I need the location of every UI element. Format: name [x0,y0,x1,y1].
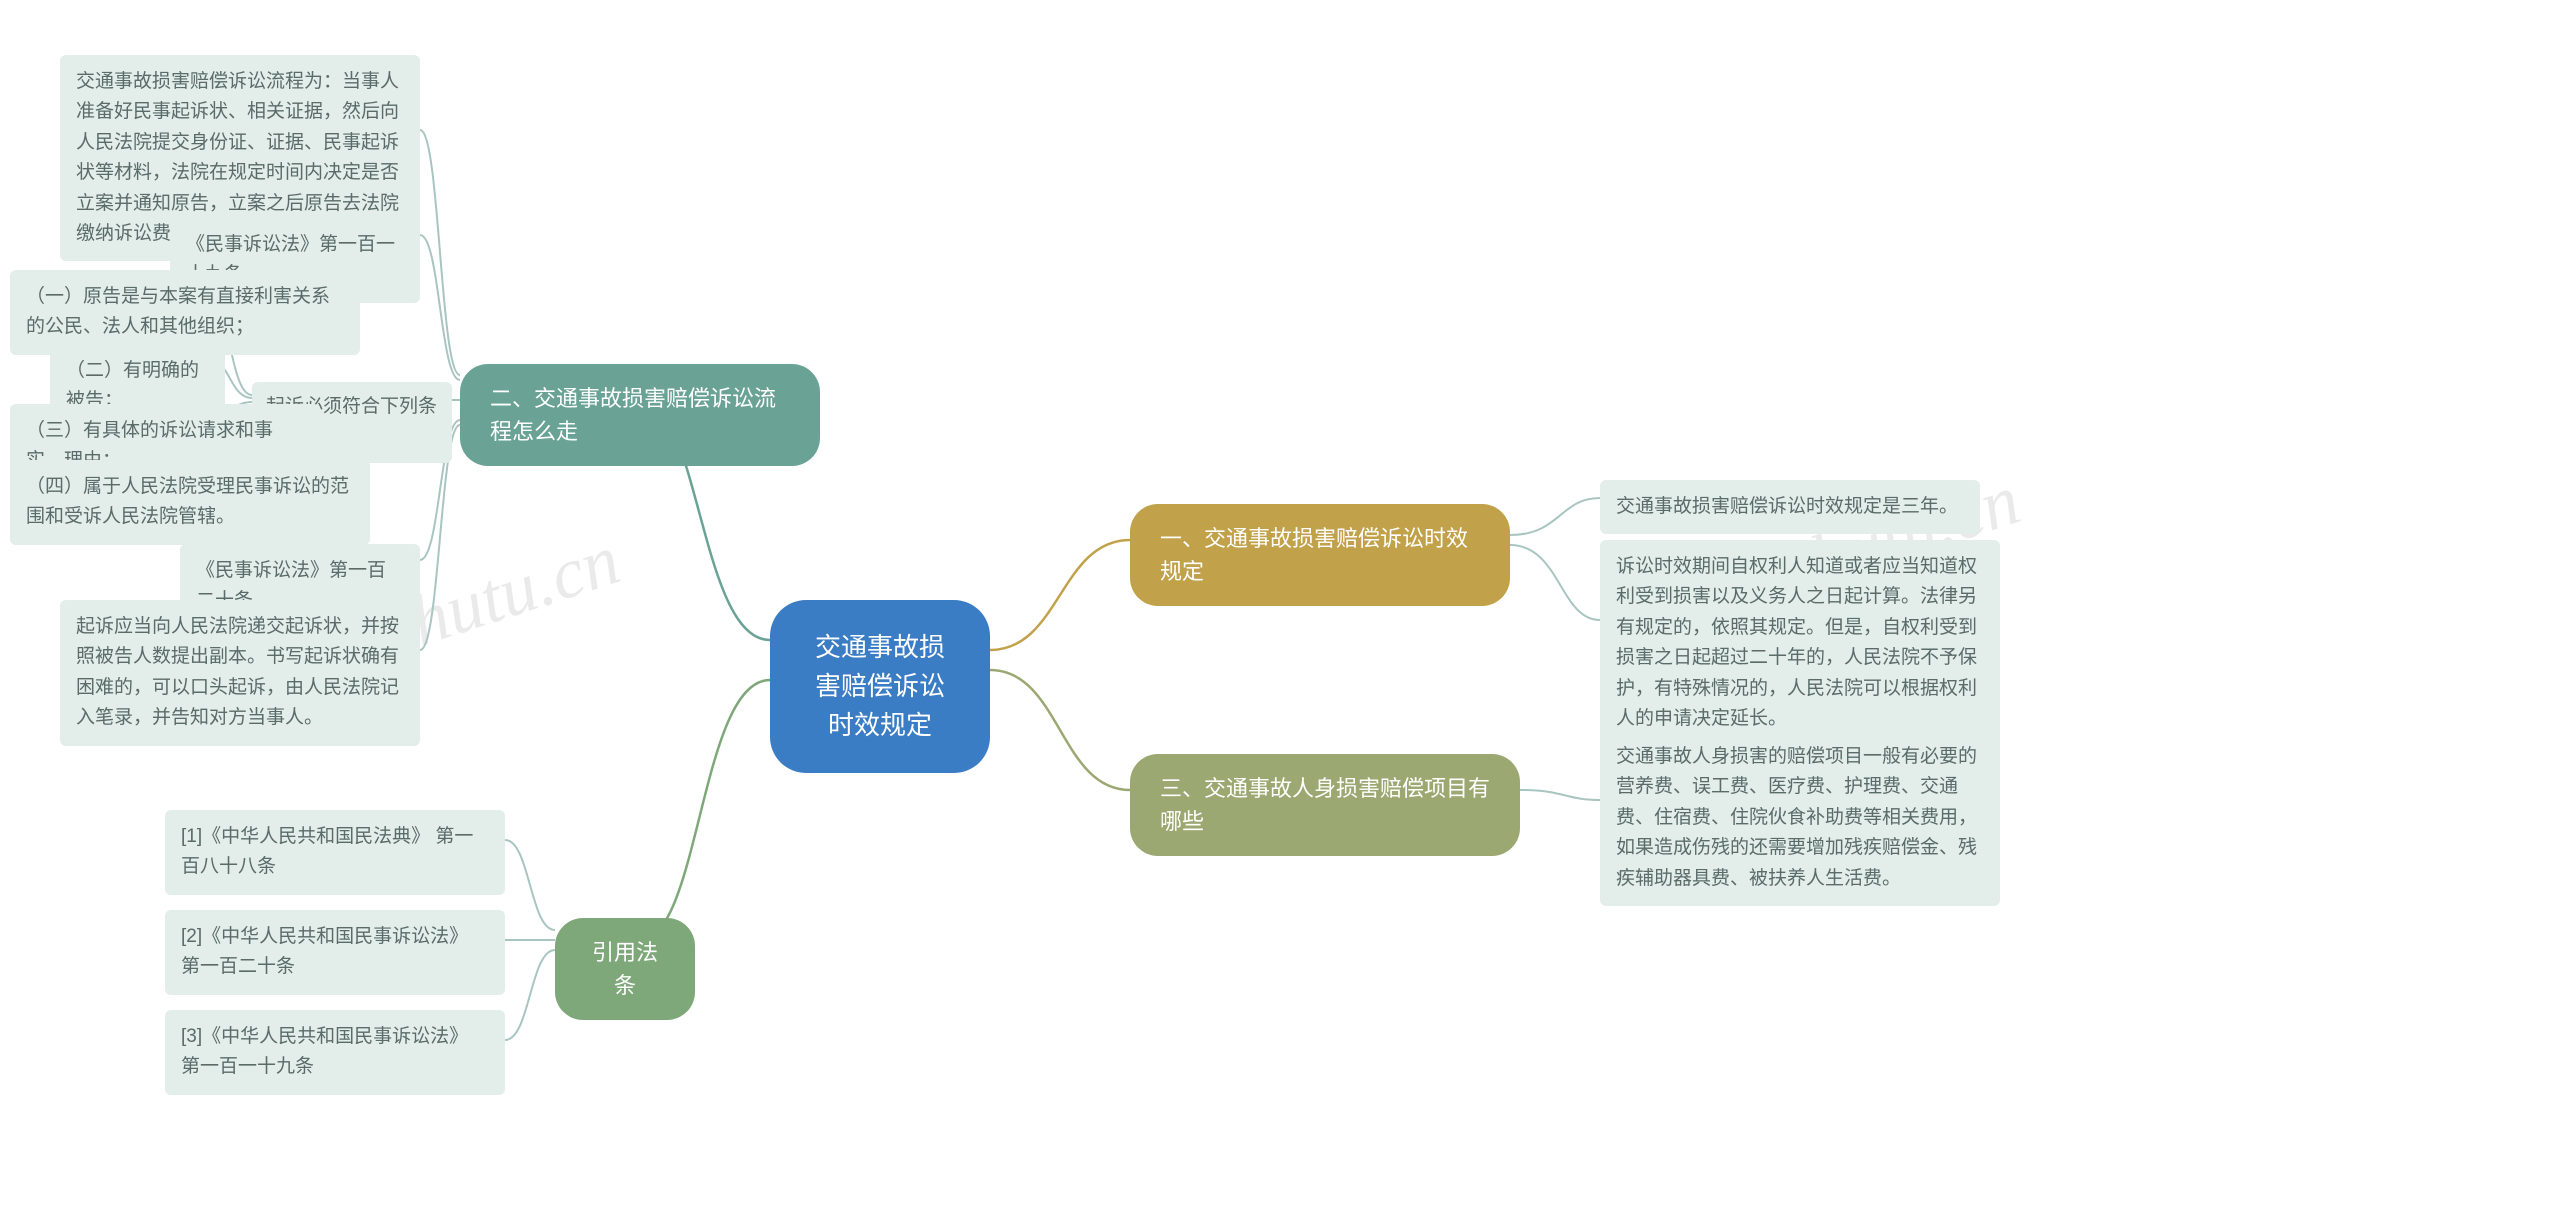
branch-4-leaf-0: [1]《中华人民共和国民法典》 第一百八十八条 [165,810,505,895]
branch-2-cond-3: （四）属于人民法院受理民事诉讼的范围和受诉人民法院管辖。 [10,460,370,545]
branch-2: 二、交通事故损害赔偿诉讼流程怎么走 [460,364,820,466]
branch-4-leaf-2: [3]《中华人民共和国民事诉讼法》 第一百一十九条 [165,1010,505,1095]
root-node: 交通事故损害赔偿诉讼时效规定 [770,600,990,773]
branch-1: 一、交通事故损害赔偿诉讼时效规定 [1130,504,1510,606]
branch-4-leaf-1: [2]《中华人民共和国民事诉讼法》 第一百二十条 [165,910,505,995]
branch-1-leaf-0: 交通事故损害赔偿诉讼时效规定是三年。 [1600,480,1980,534]
branch-1-leaf-1: 诉讼时效期间自权利人知道或者应当知道权利受到损害以及义务人之日起计算。法律另有规… [1600,540,2000,746]
branch-2-bottom-1: 起诉应当向人民法院递交起诉状，并按照被告人数提出副本。书写起诉状确有困难的，可以… [60,600,420,746]
branch-4: 引用法条 [555,918,695,1020]
branch-2-cond-0: （一）原告是与本案有直接利害关系的公民、法人和其他组织； [10,270,360,355]
branch-3: 三、交通事故人身损害赔偿项目有哪些 [1130,754,1520,856]
branch-3-leaf-0: 交通事故人身损害的赔偿项目一般有必要的营养费、误工费、医疗费、护理费、交通费、住… [1600,730,2000,906]
